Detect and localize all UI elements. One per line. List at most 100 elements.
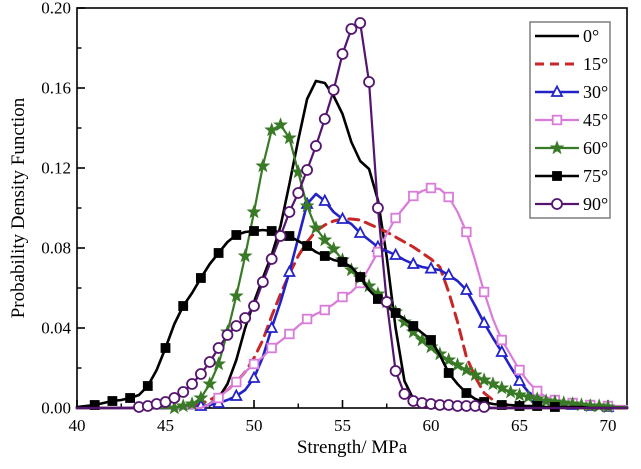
- star-marker-icon: [255, 158, 271, 173]
- star-marker-icon: [459, 362, 474, 377]
- star-marker-icon: [467, 367, 483, 382]
- circle-marker-icon: [318, 113, 331, 125]
- x-tick-label: 55: [334, 416, 351, 435]
- axes-ticks: 40 45 50 55 60 65 70 0.00 0.04 0.08 0.12 0.16 0.20: [41, 0, 616, 435]
- filled-square-marker-icon: [532, 401, 543, 411]
- triangle-marker-icon: [318, 193, 332, 206]
- triangle-marker-icon: [265, 320, 279, 333]
- circle-marker-icon: [265, 253, 278, 265]
- circle-marker-icon: [301, 164, 314, 176]
- circle-marker-icon: [194, 368, 207, 380]
- circle-marker-icon: [380, 296, 393, 308]
- filled-square-marker-icon: [496, 400, 507, 410]
- star-marker-icon: [282, 130, 297, 145]
- star-marker-icon: [202, 376, 218, 391]
- star-marker-icon: [343, 262, 359, 277]
- circle-marker-icon: [398, 388, 411, 400]
- circle-marker-icon: [310, 140, 322, 152]
- circle-marker-icon: [186, 378, 198, 390]
- x-tick-label: 45: [157, 416, 174, 435]
- legend-label: 45°: [583, 110, 608, 130]
- legend-item-15deg: 15°: [535, 54, 608, 74]
- circle-marker-icon: [177, 386, 190, 398]
- y-tick-label: 0.00: [41, 399, 71, 418]
- square-marker-icon: [231, 376, 242, 388]
- filled-square-marker-icon: [142, 381, 153, 391]
- circle-marker-icon: [283, 206, 296, 218]
- square-marker-icon: [408, 190, 419, 202]
- legend: 0° 15° 30° 45° 60° 75° 90°: [529, 21, 611, 219]
- star-marker-icon: [273, 117, 288, 132]
- star-marker-icon: [441, 352, 457, 367]
- star-marker-icon: [538, 393, 554, 408]
- circle-marker-icon: [203, 356, 216, 368]
- circle-marker-icon: [345, 23, 358, 35]
- legend-item-0deg: 0°: [535, 26, 599, 46]
- x-axis-title: Strength/ MPa: [297, 437, 408, 458]
- triangle-marker-icon: [282, 264, 296, 277]
- triangle-marker-icon: [389, 247, 403, 260]
- filled-square-marker-icon: [125, 393, 135, 403]
- filled-square-marker-icon: [355, 272, 366, 282]
- triangle-marker-icon: [442, 267, 456, 280]
- filled-square-marker-icon: [514, 401, 525, 411]
- legend-item-45deg: 45°: [535, 110, 608, 130]
- square-marker-icon: [496, 334, 508, 346]
- star-marker-icon: [485, 376, 501, 391]
- circle-marker-icon: [274, 230, 287, 242]
- circle-marker-icon: [327, 84, 340, 96]
- star-marker-icon: [520, 389, 536, 404]
- filled-square-marker-icon: [178, 301, 189, 311]
- square-marker-icon: [213, 392, 224, 404]
- star-marker-icon: [308, 220, 324, 235]
- filled-square-marker-icon: [266, 226, 277, 236]
- triangle-marker-icon: [353, 225, 367, 238]
- star-marker-icon: [450, 357, 465, 372]
- legend-label: 60°: [583, 138, 608, 158]
- star-marker-icon: [600, 399, 616, 414]
- y-tick-label: 0.20: [41, 0, 71, 18]
- star-marker-icon: [476, 372, 492, 387]
- legend-label: 75°: [583, 166, 608, 186]
- curve-90deg: [75, 17, 629, 413]
- circle-marker-icon: [389, 365, 402, 377]
- star-marker-icon: [193, 390, 209, 405]
- square-marker-icon: [514, 364, 525, 376]
- square-marker-icon: [425, 182, 437, 194]
- filled-square-marker-icon: [552, 171, 562, 181]
- circle-marker-icon: [371, 202, 384, 214]
- filled-square-marker-icon: [302, 241, 313, 251]
- circle-marker-icon: [336, 48, 349, 60]
- star-marker-icon: [166, 400, 182, 415]
- star-marker-icon: [299, 198, 315, 213]
- triangle-marker-icon: [247, 370, 261, 383]
- circle-marker-icon: [230, 320, 243, 332]
- star-marker-icon: [264, 122, 280, 137]
- star-marker-icon: [184, 396, 200, 411]
- filled-square-marker-icon: [231, 230, 242, 240]
- triangle-marker-icon: [424, 261, 438, 274]
- circle-marker-icon: [256, 276, 269, 288]
- triangle-marker-icon: [406, 256, 420, 269]
- star-marker-icon: [228, 288, 244, 303]
- circle-marker-icon: [363, 76, 375, 88]
- legend-label: 0°: [583, 26, 599, 46]
- triangle-marker-icon: [550, 84, 564, 97]
- y-axis-title: Probability Density Function: [8, 97, 29, 318]
- square-marker-icon: [319, 304, 331, 316]
- filled-square-marker-icon: [213, 248, 224, 258]
- star-marker-icon: [175, 398, 191, 413]
- series-90deg-markers: [133, 17, 491, 413]
- triangle-marker-icon: [495, 344, 509, 357]
- x-tick-label: 50: [246, 416, 263, 435]
- y-tick-label: 0.16: [41, 79, 71, 98]
- circle-marker-icon: [248, 300, 260, 312]
- filled-square-marker-icon: [107, 396, 118, 406]
- circle-marker-icon: [292, 187, 305, 199]
- legend-label: 15°: [583, 54, 608, 74]
- legend-item-60deg: 60°: [535, 138, 608, 158]
- circle-marker-icon: [221, 329, 234, 341]
- square-marker-icon: [337, 291, 348, 303]
